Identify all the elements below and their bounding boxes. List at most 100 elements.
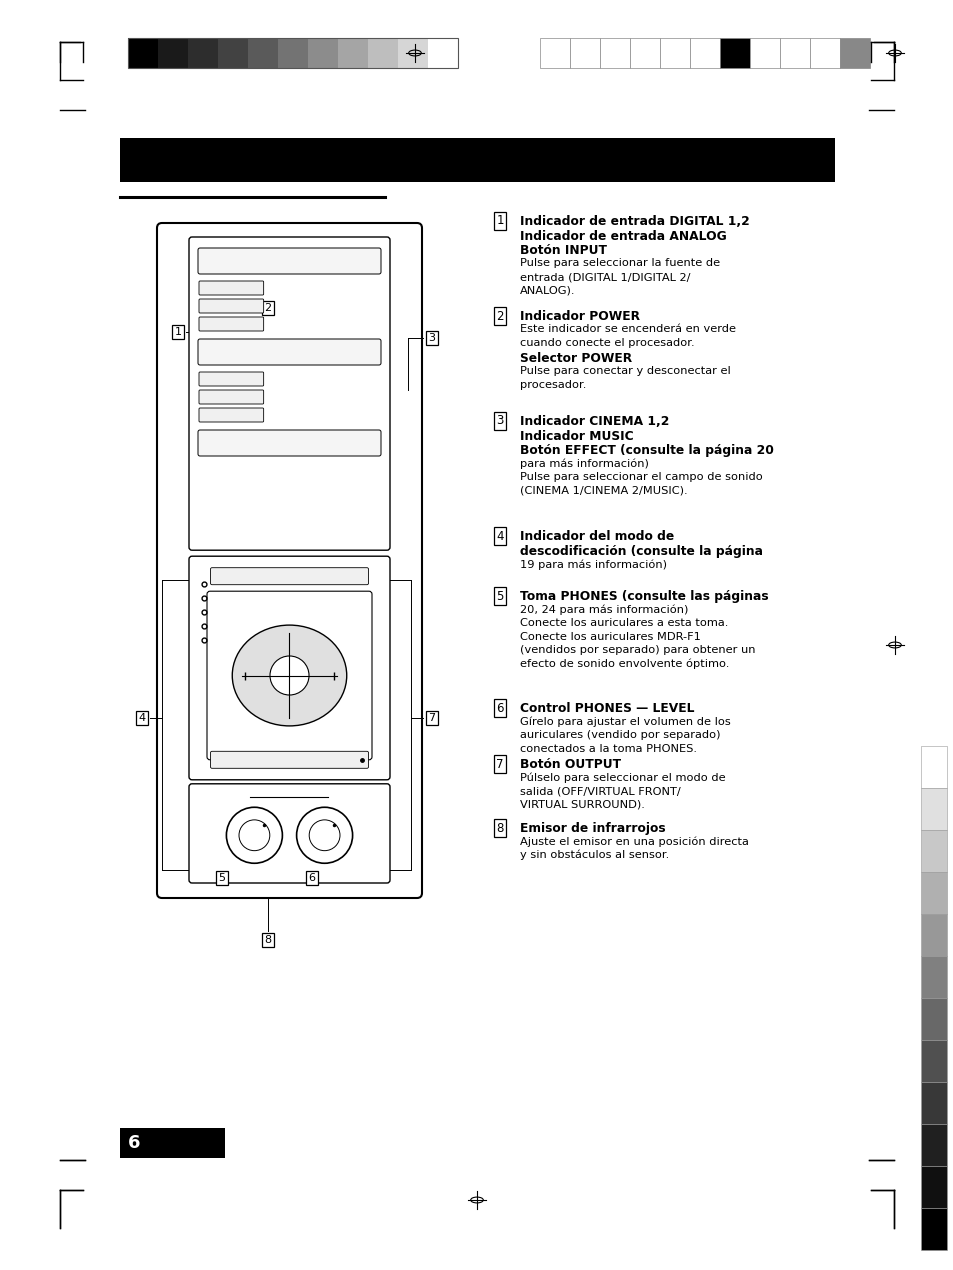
Text: Indicador MUSIC: Indicador MUSIC xyxy=(519,429,633,442)
Text: 4: 4 xyxy=(496,530,503,542)
FancyBboxPatch shape xyxy=(198,248,380,274)
Bar xyxy=(337,38,368,69)
Bar xyxy=(920,1208,946,1250)
Text: Gírelo para ajustar el volumen de los: Gírelo para ajustar el volumen de los xyxy=(519,716,730,726)
Bar xyxy=(368,38,397,69)
Text: 19 para más información): 19 para más información) xyxy=(519,559,666,569)
Bar xyxy=(809,38,840,69)
Text: para más información): para más información) xyxy=(519,458,648,469)
Text: 6: 6 xyxy=(308,872,315,883)
Bar xyxy=(277,38,308,69)
FancyBboxPatch shape xyxy=(199,372,263,386)
Text: Conecte los auriculares MDR-F1: Conecte los auriculares MDR-F1 xyxy=(519,631,700,641)
Text: 8: 8 xyxy=(264,935,272,945)
Bar xyxy=(128,38,457,69)
Circle shape xyxy=(270,657,309,695)
FancyBboxPatch shape xyxy=(199,318,263,331)
Circle shape xyxy=(226,808,282,864)
Bar xyxy=(920,1082,946,1124)
Text: descodificación (consulte la página: descodificación (consulte la página xyxy=(519,545,762,558)
Bar xyxy=(749,38,780,69)
Bar xyxy=(920,914,946,956)
Bar xyxy=(120,1128,225,1158)
Text: Indicador de entrada ANALOG: Indicador de entrada ANALOG xyxy=(519,230,726,243)
FancyBboxPatch shape xyxy=(199,408,263,422)
Text: Botón INPUT: Botón INPUT xyxy=(519,244,606,257)
Text: Selector POWER: Selector POWER xyxy=(519,352,632,364)
Bar xyxy=(920,998,946,1040)
FancyBboxPatch shape xyxy=(198,339,380,364)
Text: Pulse para seleccionar el campo de sonido: Pulse para seleccionar el campo de sonid… xyxy=(519,472,762,483)
Bar xyxy=(920,872,946,914)
Text: Indicador de entrada DIGITAL 1,2: Indicador de entrada DIGITAL 1,2 xyxy=(519,215,749,229)
Circle shape xyxy=(309,820,339,851)
FancyBboxPatch shape xyxy=(189,556,390,780)
Text: 7: 7 xyxy=(428,712,436,723)
Bar xyxy=(840,38,869,69)
Bar xyxy=(539,38,569,69)
Bar xyxy=(120,138,834,182)
Bar xyxy=(689,38,720,69)
Text: Pulse para conectar y desconectar el: Pulse para conectar y desconectar el xyxy=(519,366,730,376)
Bar xyxy=(188,38,218,69)
Text: auriculares (vendido por separado): auriculares (vendido por separado) xyxy=(519,730,720,740)
Text: 2: 2 xyxy=(496,310,503,323)
Bar xyxy=(920,956,946,998)
FancyBboxPatch shape xyxy=(157,224,421,898)
FancyBboxPatch shape xyxy=(198,431,380,456)
Text: Indicador del modo de: Indicador del modo de xyxy=(519,530,674,544)
Bar xyxy=(629,38,659,69)
Text: 8: 8 xyxy=(496,822,503,834)
Text: Ajuste el emisor en una posición directa: Ajuste el emisor en una posición directa xyxy=(519,837,748,847)
Text: Botón EFFECT (consulte la página 20: Botón EFFECT (consulte la página 20 xyxy=(519,444,773,457)
FancyBboxPatch shape xyxy=(199,281,263,295)
FancyBboxPatch shape xyxy=(207,592,372,759)
FancyBboxPatch shape xyxy=(199,298,263,312)
Text: Pulse para seleccionar la fuente de: Pulse para seleccionar la fuente de xyxy=(519,259,720,268)
Bar xyxy=(920,1040,946,1082)
Bar xyxy=(720,38,749,69)
Bar xyxy=(920,1166,946,1208)
Text: efecto de sonido envolvente óptimo.: efecto de sonido envolvente óptimo. xyxy=(519,659,729,669)
Bar xyxy=(308,38,337,69)
Circle shape xyxy=(296,808,353,864)
Text: cuando conecte el procesador.: cuando conecte el procesador. xyxy=(519,338,694,348)
FancyBboxPatch shape xyxy=(189,237,390,550)
FancyBboxPatch shape xyxy=(199,390,263,404)
Text: 6: 6 xyxy=(496,701,503,715)
Bar xyxy=(920,1124,946,1166)
Text: salida (OFF/VIRTUAL FRONT/: salida (OFF/VIRTUAL FRONT/ xyxy=(519,786,680,796)
Text: VIRTUAL SURROUND).: VIRTUAL SURROUND). xyxy=(519,800,644,809)
FancyBboxPatch shape xyxy=(189,784,390,883)
Text: Púlselo para seleccionar el modo de: Púlselo para seleccionar el modo de xyxy=(519,772,725,784)
Text: (vendidos por separado) para obtener un: (vendidos por separado) para obtener un xyxy=(519,645,755,655)
Text: 2: 2 xyxy=(264,304,272,312)
Text: y sin obstáculos al sensor.: y sin obstáculos al sensor. xyxy=(519,850,669,861)
Text: Este indicador se encenderá en verde: Este indicador se encenderá en verde xyxy=(519,325,735,334)
Text: Botón OUTPUT: Botón OUTPUT xyxy=(519,758,620,771)
Text: procesador.: procesador. xyxy=(519,380,586,390)
Text: entrada (DIGITAL 1/DIGITAL 2/: entrada (DIGITAL 1/DIGITAL 2/ xyxy=(519,272,690,282)
Text: Conecte los auriculares a esta toma.: Conecte los auriculares a esta toma. xyxy=(519,618,727,627)
Text: Toma PHONES (consulte las páginas: Toma PHONES (consulte las páginas xyxy=(519,591,768,603)
Text: 4: 4 xyxy=(138,712,146,723)
Bar xyxy=(128,38,158,69)
Text: 1: 1 xyxy=(174,326,181,337)
Ellipse shape xyxy=(232,625,346,726)
Circle shape xyxy=(239,820,270,851)
Bar xyxy=(599,38,629,69)
Bar xyxy=(248,38,277,69)
Bar xyxy=(218,38,248,69)
Text: 5: 5 xyxy=(218,872,225,883)
Text: 5: 5 xyxy=(496,589,503,602)
Bar xyxy=(158,38,188,69)
Text: conectados a la toma PHONES.: conectados a la toma PHONES. xyxy=(519,743,697,753)
Bar xyxy=(920,831,946,872)
Text: 1: 1 xyxy=(496,215,503,227)
Text: Indicador POWER: Indicador POWER xyxy=(519,310,639,323)
Text: (CINEMA 1/CINEMA 2/MUSIC).: (CINEMA 1/CINEMA 2/MUSIC). xyxy=(519,485,687,495)
Bar xyxy=(659,38,689,69)
FancyBboxPatch shape xyxy=(211,752,368,768)
Text: 7: 7 xyxy=(496,757,503,771)
Text: Indicador CINEMA 1,2: Indicador CINEMA 1,2 xyxy=(519,415,669,428)
